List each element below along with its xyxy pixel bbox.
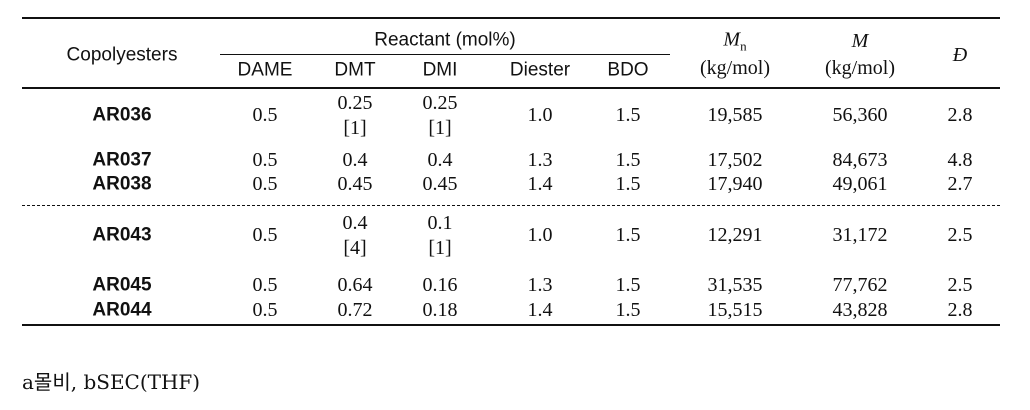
cell: 1.5 <box>615 299 641 321</box>
row-label: AR043 <box>92 224 152 246</box>
cell: 0.16 <box>422 274 458 296</box>
cell: 19,585 <box>707 104 763 126</box>
cell: 31,535 <box>707 274 763 296</box>
footnote: a몰비, bSEC(THF) <box>22 370 201 394</box>
cell: 0.5 <box>252 274 278 296</box>
cell: 1.4 <box>527 299 553 321</box>
cell: 1.5 <box>615 104 641 126</box>
header-mw: M <box>851 30 869 52</box>
cell-line: [1] <box>428 237 452 259</box>
subheader-cell: DMI <box>422 59 458 81</box>
cell: 2.7 <box>947 173 973 195</box>
cell-line: 0.25 <box>337 92 373 114</box>
cell: 1.0 <box>527 104 553 126</box>
subscript: n <box>740 38 747 54</box>
cell-line: 0.25 <box>422 92 458 114</box>
section-divider <box>22 205 1000 206</box>
cell: 0.5 <box>252 224 278 246</box>
header-cell: Copolyesters <box>66 44 178 66</box>
row-label: AR045 <box>92 274 152 296</box>
cell: 2.8 <box>947 104 973 126</box>
subheader-cell: BDO <box>607 59 649 81</box>
cell: 56,360 <box>832 104 888 126</box>
subheader-cell: DAME <box>237 59 293 81</box>
cell-line: 0.4 <box>342 212 368 234</box>
header-group: Reactant (mol%) <box>374 29 516 51</box>
bottom-rule <box>22 324 1000 326</box>
cell: 0.4 <box>427 149 453 171</box>
row-label: AR038 <box>92 173 152 195</box>
group-rule <box>220 54 670 55</box>
cell: 0.5 <box>252 149 278 171</box>
row-label: AR044 <box>92 299 152 321</box>
cell: 0.45 <box>422 173 458 195</box>
cell: 1.5 <box>615 274 641 296</box>
cell: 0.72 <box>337 299 373 321</box>
cell: 2.8 <box>947 299 973 321</box>
cell: 0.4 <box>342 149 368 171</box>
row-label: AR037 <box>92 149 152 171</box>
cell: 49,061 <box>832 173 888 195</box>
cell: 1.5 <box>615 224 641 246</box>
cell: 43,828 <box>832 299 888 321</box>
cell: 31,172 <box>832 224 888 246</box>
header-dispersity: Đ <box>952 44 968 66</box>
header-unit: (kg/mol) <box>700 57 770 79</box>
header-unit: (kg/mol) <box>825 57 895 79</box>
cell: 1.0 <box>527 224 553 246</box>
cell-line: [1] <box>428 117 452 139</box>
cell-line: [4] <box>343 237 367 259</box>
symbol: M <box>723 28 741 51</box>
cell: 0.5 <box>252 299 278 321</box>
cell: 1.3 <box>527 274 553 296</box>
cell: 0.18 <box>422 299 458 321</box>
cell: 0.5 <box>252 173 278 195</box>
cell-line: [1] <box>343 117 367 139</box>
cell: 0.45 <box>337 173 373 195</box>
header-rule <box>22 87 1000 89</box>
cell: 17,502 <box>707 149 763 171</box>
top-rule <box>22 17 1000 19</box>
cell: 84,673 <box>832 149 888 171</box>
cell: 2.5 <box>947 274 973 296</box>
cell: 1.4 <box>527 173 553 195</box>
cell-line: 0.1 <box>427 212 453 234</box>
cell: 4.8 <box>947 149 973 171</box>
cell: 1.5 <box>615 173 641 195</box>
cell: 0.5 <box>252 104 278 126</box>
subheader-cell: DMT <box>334 59 376 81</box>
cell: 0.64 <box>337 274 373 296</box>
cell: 2.5 <box>947 224 973 246</box>
cell: 77,762 <box>832 274 888 296</box>
row-label: AR036 <box>92 104 152 126</box>
header-mn: Mn <box>723 30 746 53</box>
cell: 1.3 <box>527 149 553 171</box>
subheader-cell: Diester <box>509 59 571 81</box>
cell: 17,940 <box>707 173 763 195</box>
cell: 1.5 <box>615 149 641 171</box>
cell: 12,291 <box>707 224 763 246</box>
cell: 15,515 <box>707 299 763 321</box>
